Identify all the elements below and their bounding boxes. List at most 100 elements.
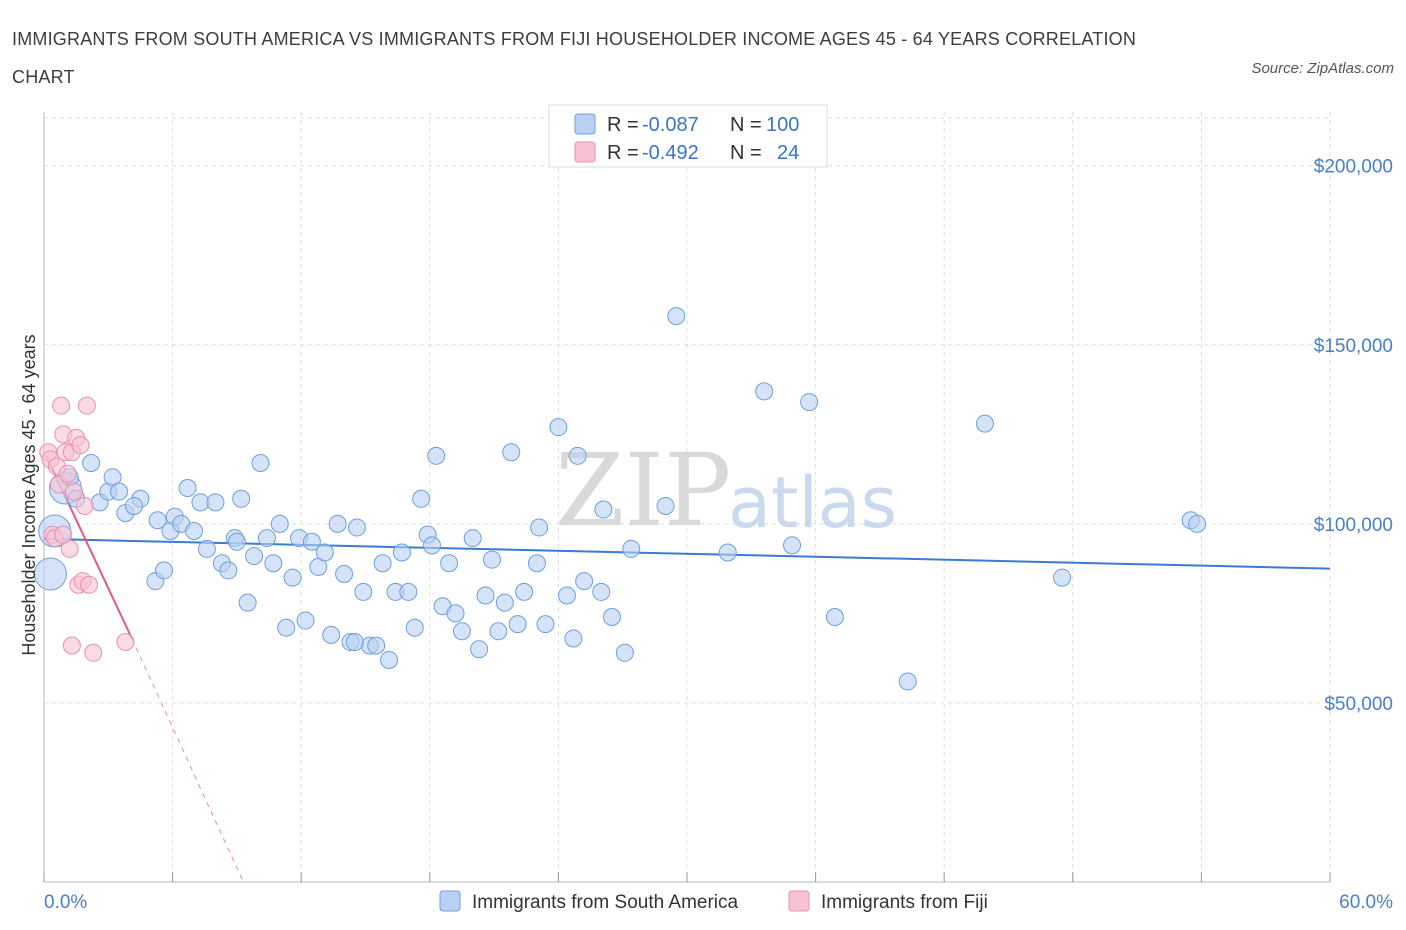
point-fiji: [80, 575, 99, 594]
point-south-america: [975, 414, 994, 433]
watermark-atlas: atlas: [728, 462, 897, 544]
point-south-america: [667, 307, 686, 326]
point-fiji: [62, 636, 81, 655]
point-south-america: [568, 446, 587, 465]
point-south-america: [594, 500, 613, 519]
point-south-america: [33, 557, 67, 591]
point-south-america: [482, 550, 501, 569]
point-south-america: [232, 489, 251, 508]
point-south-america: [245, 547, 264, 566]
point-south-america: [191, 493, 210, 512]
point-south-america: [264, 554, 283, 573]
point-south-america: [615, 643, 634, 662]
x-tick-label: 60.0%: [1339, 892, 1393, 913]
point-south-america: [197, 539, 216, 558]
trend-line-fiji-extension: [131, 638, 244, 883]
point-south-america: [322, 625, 341, 644]
point-south-america: [530, 518, 549, 537]
axes: [43, 112, 1331, 883]
y-axis-label: Householder Income Ages 45 - 64 years: [19, 334, 39, 655]
point-south-america: [277, 618, 296, 637]
point-south-america: [125, 496, 144, 515]
point-south-america: [476, 586, 495, 605]
point-south-america: [270, 514, 289, 533]
point-fiji: [116, 633, 135, 652]
point-south-america: [557, 586, 576, 605]
point-south-america: [399, 582, 418, 601]
point-south-america: [345, 633, 364, 652]
point-south-america: [800, 393, 819, 412]
source-label: Source: ZipAtlas.com: [1251, 60, 1394, 77]
point-south-america: [508, 615, 527, 634]
point-south-america: [564, 629, 583, 648]
point-south-america: [347, 518, 366, 537]
point-south-america: [783, 536, 802, 555]
point-south-america: [622, 539, 641, 558]
point-fiji: [58, 464, 77, 483]
legend-swatch-pink: [574, 141, 596, 163]
point-south-america: [422, 536, 441, 555]
point-south-america: [536, 615, 555, 634]
point-south-america: [155, 561, 174, 580]
point-south-america: [412, 489, 431, 508]
point-south-america: [380, 650, 399, 669]
point-south-america: [328, 514, 347, 533]
chart-title: IMMIGRANTS FROM SOUTH AMERICA VS IMMIGRA…: [12, 29, 1137, 87]
point-south-america: [718, 543, 737, 562]
point-south-america: [502, 443, 521, 462]
point-south-america: [110, 482, 129, 501]
point-south-america: [367, 636, 386, 655]
point-south-america: [373, 554, 392, 573]
point-south-america: [489, 622, 508, 641]
bottom-legend: Immigrants from South America Immigrants…: [439, 890, 988, 913]
point-south-america: [206, 493, 225, 512]
point-south-america: [251, 453, 270, 472]
y-tick-label: $200,000: [1314, 157, 1393, 178]
point-south-america: [575, 572, 594, 591]
x-tick-label: 0.0%: [44, 892, 87, 913]
point-south-america: [602, 607, 621, 626]
legend-n-label-2: N =: [730, 142, 762, 164]
point-south-america: [463, 529, 482, 548]
point-south-america: [1188, 514, 1207, 533]
y-tick-labels: $200,000 $150,000 $100,000 $50,000: [1314, 157, 1393, 715]
point-south-america: [238, 593, 257, 612]
legend-n-value-1: 100: [766, 114, 799, 136]
legend-n-label-1: N =: [730, 114, 762, 136]
point-south-america: [1053, 568, 1072, 587]
point-south-america: [825, 607, 844, 626]
point-south-america: [440, 554, 459, 573]
bottom-legend-swatch-blue: [439, 890, 461, 912]
point-south-america: [898, 672, 917, 691]
y-tick-label: $100,000: [1314, 515, 1393, 536]
point-south-america: [452, 622, 471, 641]
point-south-america: [82, 453, 101, 472]
point-south-america: [257, 529, 276, 548]
point-fiji: [71, 436, 90, 455]
point-south-america: [405, 618, 424, 637]
bottom-legend-label-1: Immigrants from South America: [472, 892, 739, 913]
legend-box: R = -0.087 N = 100 R = -0.492 N = 24: [548, 104, 828, 168]
bottom-legend-label-2: Immigrants from Fiji: [821, 892, 988, 913]
y-tick-label: $50,000: [1324, 694, 1393, 715]
data-points: [33, 307, 1207, 691]
point-fiji: [77, 396, 96, 415]
point-south-america: [227, 532, 246, 551]
point-south-america: [755, 382, 774, 401]
point-south-america: [354, 582, 373, 601]
point-south-america: [427, 446, 446, 465]
point-south-america: [315, 543, 334, 562]
point-south-america: [392, 543, 411, 562]
point-fiji: [54, 525, 73, 544]
point-south-america: [592, 582, 611, 601]
point-fiji: [84, 643, 103, 662]
legend-r-value-2: -0.492: [642, 142, 699, 164]
y-tick-label: $150,000: [1314, 336, 1393, 357]
legend-swatch-blue: [574, 113, 596, 135]
point-south-america: [527, 554, 546, 573]
legend-r-label-1: R =: [607, 114, 639, 136]
point-south-america: [515, 582, 534, 601]
legend-n-value-2: 24: [777, 142, 799, 164]
point-south-america: [495, 593, 514, 612]
